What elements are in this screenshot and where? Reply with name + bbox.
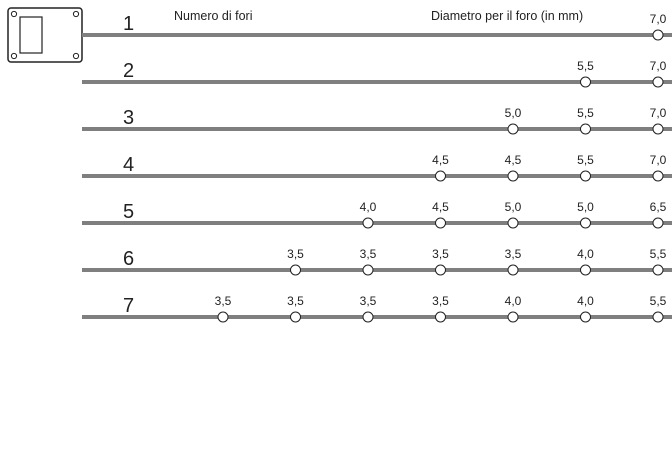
bar-row-7: 7 3,5 3,5 3,5 3,5 4,0 4,0 5,5 bbox=[82, 294, 672, 323]
bar-row-1: 1 7,0 bbox=[82, 12, 672, 41]
hole-marker bbox=[580, 217, 591, 229]
hole-diameter-label: 7,0 bbox=[650, 153, 667, 167]
hole-diameter-label: 7,0 bbox=[650, 59, 667, 73]
hole-marker bbox=[290, 311, 301, 323]
hole-marker bbox=[580, 170, 591, 182]
row-number: 5 bbox=[123, 201, 134, 223]
hole-diameter-label: 5,5 bbox=[650, 294, 667, 308]
hole-marker bbox=[652, 123, 664, 135]
hole-diameter-label: 4,0 bbox=[577, 247, 594, 261]
row-number: 1 bbox=[123, 13, 134, 35]
hole-diameter-label: 5,5 bbox=[577, 106, 594, 120]
hole-diameter-label: 5,5 bbox=[577, 153, 594, 167]
hole-diameter-label: 5,5 bbox=[577, 59, 594, 73]
hole-marker bbox=[290, 264, 301, 276]
hole-diameter-label: 3,5 bbox=[360, 247, 377, 261]
holes-count-header: Numero di fori bbox=[174, 9, 253, 23]
hole-diameter-label: 5,0 bbox=[577, 200, 594, 214]
hole-marker bbox=[652, 264, 664, 276]
hole-marker bbox=[580, 123, 591, 135]
hole-marker bbox=[362, 311, 374, 323]
hole-diameter-label: 4,0 bbox=[505, 294, 522, 308]
junction-box-icon bbox=[7, 7, 83, 63]
hole-diameter-label: 5,0 bbox=[505, 200, 522, 214]
hole-diameter-label: 3,5 bbox=[287, 294, 304, 308]
hole-marker bbox=[580, 76, 591, 88]
hole-marker bbox=[435, 264, 446, 276]
hole-diameter-label: 4,0 bbox=[577, 294, 594, 308]
row-number: 2 bbox=[123, 60, 134, 82]
hole-marker bbox=[580, 264, 591, 276]
hole-diameter-label: 3,5 bbox=[360, 294, 377, 308]
hole-diameter-label: 4,5 bbox=[432, 200, 449, 214]
bar-row-6: 6 3,5 3,5 3,5 3,5 4,0 5,5 bbox=[82, 247, 672, 276]
hole-marker bbox=[507, 311, 519, 323]
hole-marker bbox=[507, 264, 519, 276]
hole-diameter-label: 3,5 bbox=[287, 247, 304, 261]
rows-layer: 1 7,02 5,5 7,03 5,0 5,5 7,04 4,5 4,5 5,5 7,05 4,0 4,… bbox=[82, 12, 672, 323]
hole-marker bbox=[362, 264, 374, 276]
hole-diameter-label: 3,5 bbox=[432, 294, 449, 308]
hole-diameter-label: 4,0 bbox=[360, 200, 377, 214]
hole-marker bbox=[652, 29, 664, 41]
hole-diameter-label: 3,5 bbox=[215, 294, 232, 308]
bar-row-5: 5 4,0 4,5 5,0 5,0 6,5 bbox=[82, 200, 672, 229]
hole-diameter-label: 3,5 bbox=[432, 247, 449, 261]
diameter-header: Diametro per il foro (in mm) bbox=[431, 9, 584, 23]
hole-marker bbox=[362, 217, 374, 229]
bar-row-3: 3 5,0 5,5 7,0 bbox=[82, 106, 672, 135]
bar-row-4: 4 4,5 4,5 5,5 7,0 bbox=[82, 153, 672, 182]
hole-marker bbox=[507, 123, 519, 135]
bar-row-2: 2 5,5 7,0 bbox=[82, 59, 672, 88]
row-number: 7 bbox=[123, 295, 134, 317]
hole-diameter-label: 5,5 bbox=[650, 247, 667, 261]
row-number: 3 bbox=[123, 107, 134, 129]
hole-diameter-label: 7,0 bbox=[650, 106, 667, 120]
row-number: 4 bbox=[123, 154, 134, 176]
hole-marker bbox=[435, 170, 446, 182]
hole-marker bbox=[435, 311, 446, 323]
hole-diameter-label: 3,5 bbox=[505, 247, 522, 261]
hole-marker bbox=[507, 170, 519, 182]
hole-marker bbox=[507, 217, 519, 229]
hole-marker bbox=[652, 170, 664, 182]
hole-marker bbox=[652, 311, 664, 323]
hole-diameter-label: 6,5 bbox=[650, 200, 667, 214]
hole-marker bbox=[435, 217, 446, 229]
hole-marker bbox=[652, 217, 664, 229]
hole-marker bbox=[580, 311, 591, 323]
hole-marker bbox=[217, 311, 229, 323]
row-number: 6 bbox=[123, 248, 134, 270]
hole-diameter-label: 4,5 bbox=[432, 153, 449, 167]
hole-diameter-label: 4,5 bbox=[505, 153, 522, 167]
hole-diameter-label: 5,0 bbox=[505, 106, 522, 120]
hole-marker bbox=[652, 76, 664, 88]
hole-diameter-label: 7,0 bbox=[650, 12, 667, 26]
